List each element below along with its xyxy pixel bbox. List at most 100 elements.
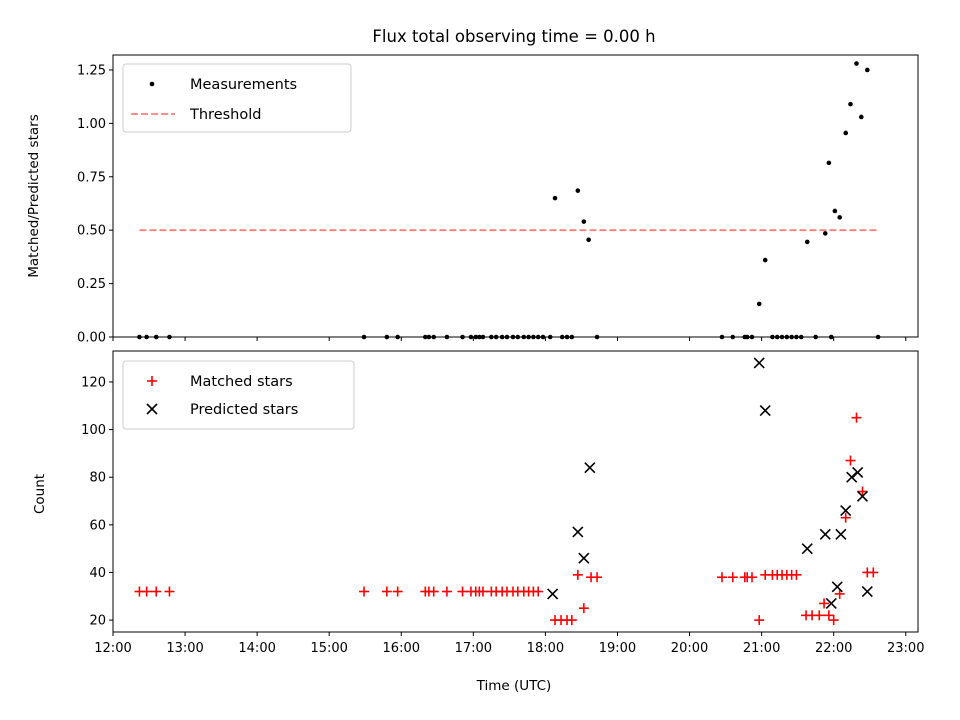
measurement-point — [837, 215, 842, 220]
measurement-point — [854, 61, 859, 66]
legend-predicted-marker — [146, 403, 158, 415]
matched-star-point — [727, 572, 738, 583]
matched-star-point — [572, 569, 583, 580]
x-tick-label: 13:00 — [166, 641, 203, 656]
predicted-star-point — [856, 490, 869, 502]
matched-star-point — [566, 615, 577, 626]
matched-star-point — [457, 586, 468, 597]
bottom-y-ticks: 20 40 60 80 100 120 — [81, 375, 113, 629]
top-legend: Measurements Threshold — [122, 63, 352, 133]
legend-matched-marker — [147, 376, 157, 386]
matched-star-point — [477, 586, 488, 597]
legend-measurements-marker — [149, 81, 155, 87]
matched-star-point — [857, 486, 868, 497]
predicted-star-point — [846, 471, 858, 483]
bottom-y-tick-label: 40 — [89, 566, 106, 581]
predicted-star-point — [835, 528, 847, 540]
measurement-point — [586, 237, 591, 243]
bottom-y-tick-label: 80 — [89, 471, 106, 486]
predicted-star-point — [825, 597, 837, 609]
matched-star-point — [814, 610, 825, 621]
top-y-tick-label: 0.00 — [77, 331, 106, 346]
predicted-star-point — [572, 526, 584, 538]
top-y-tick-label: 0.25 — [77, 277, 106, 292]
matched-star-point — [823, 610, 834, 621]
matched-star-point — [834, 588, 845, 599]
bottom-axes-frame — [112, 350, 919, 633]
bottom-y-tick-label: 60 — [89, 518, 106, 533]
predicted-star-point — [547, 588, 559, 600]
matched-star-point — [791, 569, 802, 580]
matched-star-point — [845, 455, 856, 466]
chart-title: Flux total observing time = 0.00 h — [372, 27, 655, 46]
predicted-star-point — [584, 462, 596, 474]
top-panel: 0.00 0.25 0.50 0.75 1.00 1.25 Matched/Predict… — [26, 54, 919, 346]
measurement-point — [848, 101, 853, 107]
matched-star-point — [381, 586, 392, 597]
bottom-panel: 20 40 60 80 100 120 12:00 13:00 14:00 15:00 16:00… — [32, 350, 924, 694]
x-tick-label: 14:00 — [238, 641, 275, 656]
top-y-ticks: 0.00 0.25 0.50 0.75 1.00 1.25 — [77, 63, 113, 346]
x-tick-label: 15:00 — [310, 641, 347, 656]
matched-star-point — [868, 567, 879, 578]
matched-star-point — [592, 572, 603, 583]
legend-matched-label: Matched stars — [190, 374, 293, 390]
measurement-point — [581, 219, 587, 224]
matched-star-point — [840, 512, 851, 523]
bottom-legend: Matched stars Predicted stars — [122, 360, 355, 430]
predicted-star-point — [861, 585, 873, 598]
matched-star-point — [392, 586, 403, 597]
legend-predicted-label: Predicted stars — [190, 402, 298, 418]
matched-star-point — [819, 598, 830, 609]
legend-measurements-label: Measurements — [190, 77, 297, 93]
measurement-point — [552, 195, 558, 201]
bottom-y-tick-label: 100 — [81, 423, 106, 438]
bottom-y-axis-label: Count — [32, 474, 48, 514]
x-tick-label: 22:00 — [815, 641, 852, 656]
matched-star-point — [533, 586, 544, 597]
top-y-tick-label: 1.25 — [77, 63, 106, 78]
matched-star-point — [164, 586, 175, 597]
measurement-point — [822, 231, 828, 236]
measurement-point — [826, 160, 832, 166]
matched-star-point — [851, 412, 862, 423]
matched-star-point — [578, 603, 589, 614]
measurement-point — [762, 257, 768, 263]
matched-star-point — [428, 586, 439, 597]
matched-star-point — [828, 615, 839, 626]
x-tick-label: 23:00 — [887, 641, 924, 656]
measurement-point — [756, 301, 762, 307]
bottom-y-tick-label: 120 — [81, 375, 106, 390]
top-y-tick-label: 1.00 — [77, 117, 106, 132]
predicted-star-point — [759, 404, 771, 417]
predicted-star-point — [801, 543, 813, 555]
bottom-legend-box — [122, 360, 355, 430]
measurement-point — [859, 114, 864, 120]
matched-star-point — [441, 586, 452, 597]
top-y-tick-label: 0.75 — [77, 170, 106, 185]
predicted-star-point — [840, 504, 852, 517]
matched-star-point — [359, 586, 370, 597]
bottom-y-tick-label: 20 — [89, 614, 106, 629]
measurement-point — [832, 208, 838, 214]
legend-threshold-label: Threshold — [189, 107, 261, 123]
top-y-axis-label: Matched/Predicted stars — [26, 114, 42, 277]
matched-star-point — [716, 572, 727, 583]
predicted-star-point — [578, 552, 590, 564]
matched-star-point — [141, 586, 152, 597]
x-tick-label: 16:00 — [383, 641, 420, 656]
x-axis-label: Time (UTC) — [476, 678, 552, 694]
top-axes-frame — [112, 54, 919, 338]
x-tick-label: 18:00 — [527, 641, 564, 656]
top-y-tick-label: 0.50 — [77, 224, 106, 239]
x-tick-label: 21:00 — [743, 641, 780, 656]
measurement-point — [843, 130, 848, 136]
measurement-point — [575, 188, 581, 193]
measurement-point — [804, 239, 810, 245]
x-tick-label: 12:00 — [94, 641, 131, 656]
bottom-x-ticks: 12:00 13:00 14:00 15:00 16:00 17:00 18:00 19:00… — [94, 632, 924, 656]
matched-star-point — [151, 586, 162, 597]
predicted-star-point — [819, 528, 831, 540]
matched-star-point — [747, 572, 758, 583]
